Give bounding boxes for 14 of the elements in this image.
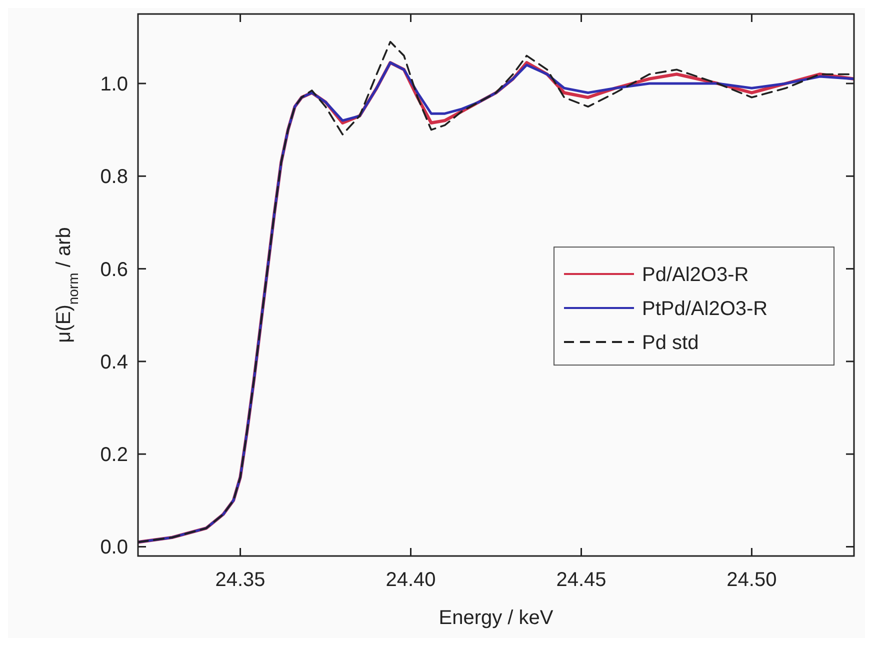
- x-tick-label: 24.50: [726, 569, 777, 591]
- y-tick-label: 0.8: [100, 166, 128, 188]
- x-tick-label: 24.45: [556, 569, 606, 591]
- y-tick-label: 0.0: [100, 536, 128, 559]
- y-tick-label: 0.6: [100, 258, 128, 281]
- legend-label: Pd/Al2O3-R: [642, 264, 749, 286]
- x-axis-title: Energy / keV: [438, 607, 554, 629]
- x-tick-label: 24.35: [215, 569, 266, 591]
- y-tick-label: 0.2: [100, 444, 128, 466]
- legend-label: PtPd/Al2O3-R: [642, 298, 768, 320]
- x-tick-label: 24.40: [386, 569, 436, 591]
- y-tick-label: 1.0: [100, 73, 128, 96]
- legend-label: Pd std: [642, 332, 699, 354]
- y-tick-label: 0.4: [100, 351, 128, 374]
